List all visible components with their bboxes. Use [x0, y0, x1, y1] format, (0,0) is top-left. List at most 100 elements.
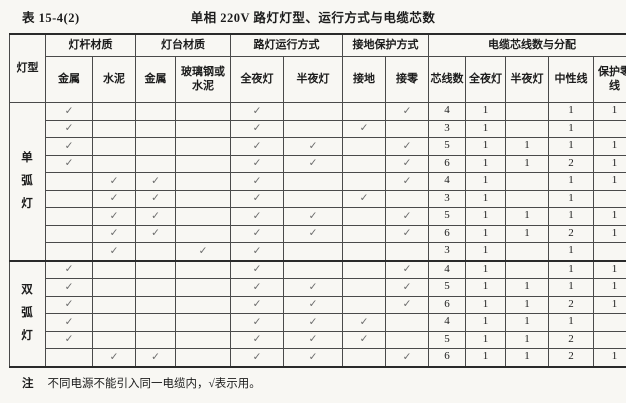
value-cell: 1 — [505, 313, 549, 332]
value-cell: 1 — [465, 154, 506, 173]
check-cell: ✓ — [92, 172, 136, 191]
header-alloc-allnight: 全夜灯 — [465, 56, 506, 103]
header-group-ground-protection: 接地保护方式 — [342, 33, 429, 57]
empty-cell — [283, 102, 343, 121]
value-cell: 1 — [465, 207, 506, 226]
check-cell: ✓ — [92, 189, 136, 208]
check-cell: ✓ — [230, 242, 284, 261]
empty-cell — [175, 154, 231, 173]
table-row: ✓ ✓ ✓ 3 1 1 — [10, 119, 626, 138]
empty-cell — [175, 348, 231, 367]
check-cell: ✓ — [230, 224, 284, 243]
empty-cell — [135, 242, 176, 261]
table-body: 单 弧 灯 ✓ ✓ ✓ 4 1 1 1 ✓ ✓ ✓ 3 1 1 ✓ ✓ ✓ ✓ 5 1 1 1 1 ✓ ✓ ✓ ✓ 6 1 1 2 1 ✓ ✓ ✓ ✓… — [9, 102, 626, 367]
empty-cell — [342, 102, 386, 121]
empty-cell — [385, 330, 429, 349]
value-cell: 1 — [548, 189, 594, 208]
check-cell: ✓ — [385, 295, 429, 314]
empty-cell — [135, 295, 176, 314]
empty-cell — [92, 154, 136, 173]
value-cell: 2 — [548, 295, 594, 314]
table-row: ✓ ✓ ✓ ✓ ✓ 6 1 1 2 1 — [10, 348, 626, 367]
empty-cell — [342, 172, 386, 191]
value-cell: 5 — [428, 330, 466, 349]
header-base-fiberglass-cement: 玻璃钢或水泥 — [175, 56, 231, 103]
value-cell: 1 — [465, 242, 506, 261]
value-cell: 1 — [505, 224, 549, 243]
empty-cell — [283, 119, 343, 138]
empty-cell — [592, 313, 626, 332]
check-cell: ✓ — [45, 119, 93, 138]
empty-cell — [175, 189, 231, 208]
empty-cell — [45, 189, 93, 208]
value-cell: 1 — [465, 348, 506, 367]
value-cell: 1 — [548, 242, 594, 261]
empty-cell — [135, 330, 176, 349]
header-pole-cement: 水泥 — [92, 56, 136, 103]
value-cell: 1 — [548, 207, 594, 226]
empty-cell — [45, 224, 93, 243]
empty-cell — [505, 172, 549, 191]
value-cell: 2 — [548, 224, 594, 243]
value-cell: 1 — [592, 259, 626, 279]
value-cell: 1 — [592, 278, 626, 297]
empty-cell — [175, 224, 231, 243]
check-cell: ✓ — [230, 313, 284, 332]
empty-cell — [505, 119, 549, 138]
table-row: ✓ ✓ ✓ 3 1 1 — [10, 242, 626, 261]
empty-cell — [135, 137, 176, 156]
check-cell: ✓ — [385, 224, 429, 243]
check-cell: ✓ — [283, 278, 343, 297]
empty-cell — [342, 295, 386, 314]
header-group-pole-material: 灯杆材质 — [45, 33, 136, 57]
footnote: 注 不同电源不能引入同一电缆内，√表示用。 — [22, 375, 626, 391]
check-cell: ✓ — [230, 102, 284, 121]
value-cell: 1 — [505, 154, 549, 173]
check-cell: ✓ — [230, 172, 284, 191]
value-cell: 1 — [548, 278, 594, 297]
value-cell: 1 — [592, 224, 626, 243]
empty-cell — [283, 172, 343, 191]
value-cell: 2 — [548, 154, 594, 173]
value-cell: 1 — [505, 330, 549, 349]
header-run-halfnight: 半夜灯 — [283, 56, 343, 103]
value-cell: 4 — [428, 102, 466, 121]
empty-cell — [92, 295, 136, 314]
page-title: 单相 220V 路灯灯型、运行方式与电缆芯数 — [190, 11, 436, 25]
value-cell: 1 — [548, 137, 594, 156]
empty-cell — [342, 278, 386, 297]
check-cell: ✓ — [342, 119, 386, 138]
value-cell: 1 — [465, 313, 506, 332]
check-cell: ✓ — [45, 295, 93, 314]
table-header: 灯型 灯杆材质 灯台材质 路灯运行方式 接地保护方式 电缆芯线数与分配 金属 水… — [9, 33, 626, 103]
empty-cell — [342, 224, 386, 243]
value-cell: 1 — [548, 102, 594, 121]
header-alloc-pe: 保护零线 — [592, 56, 626, 103]
empty-cell — [175, 295, 231, 314]
check-cell: ✓ — [342, 313, 386, 332]
header-core-count: 芯线数 — [428, 56, 466, 103]
empty-cell — [175, 207, 231, 226]
header-sub-row: 金属 水泥 金属 玻璃钢或水泥 全夜灯 半夜灯 接地 接零 芯线数 全夜灯 半夜… — [10, 56, 626, 103]
empty-cell — [592, 242, 626, 261]
check-cell: ✓ — [230, 207, 284, 226]
empty-cell — [175, 259, 231, 279]
check-cell: ✓ — [385, 259, 429, 279]
header-alloc-neutral: 中性线 — [548, 56, 594, 103]
check-cell: ✓ — [230, 278, 284, 297]
footnote-label: 注 — [22, 377, 34, 390]
empty-cell — [92, 259, 136, 279]
check-cell: ✓ — [175, 242, 231, 261]
value-cell: 1 — [465, 119, 506, 138]
value-cell: 1 — [505, 348, 549, 367]
empty-cell — [135, 154, 176, 173]
check-cell: ✓ — [385, 102, 429, 121]
check-cell: ✓ — [92, 348, 136, 367]
check-cell: ✓ — [230, 189, 284, 208]
empty-cell — [175, 313, 231, 332]
value-cell: 2 — [548, 348, 594, 367]
check-cell: ✓ — [92, 207, 136, 226]
empty-cell — [135, 278, 176, 297]
empty-cell — [175, 330, 231, 349]
value-cell: 4 — [428, 313, 466, 332]
